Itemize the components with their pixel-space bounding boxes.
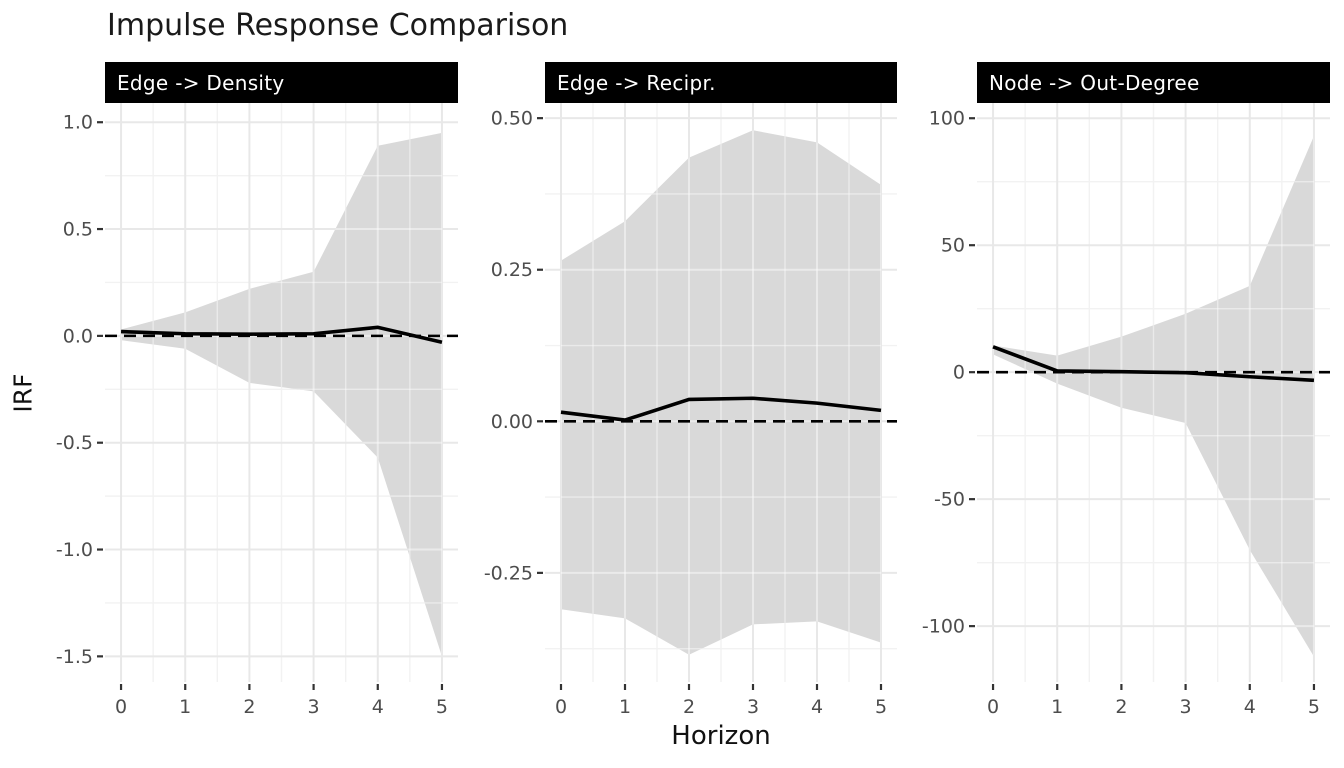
confidence-ribbon	[993, 136, 1314, 657]
chart-title: Impulse Response Comparison	[107, 8, 569, 43]
facet-strip-edge-recipr: Edge -> Recipr.	[545, 62, 897, 103]
y-tick-label: 50	[941, 235, 965, 257]
x-axis-title: Horizon	[671, 721, 771, 751]
facet-strip-label: Node -> Out-Degree	[989, 70, 1200, 95]
y-tick-label: 0.25	[491, 259, 533, 281]
y-tick-label: -0.5	[56, 432, 93, 454]
x-tick-label: 3	[747, 696, 759, 718]
x-tick-label: 5	[1308, 696, 1320, 718]
facet-strip-edge-density: Edge -> Density	[105, 62, 458, 103]
x-tick-label: 5	[436, 696, 448, 718]
facet-strip-node-outdegree: Node -> Out-Degree	[977, 62, 1330, 103]
facet-panel-1: 0.50 0.25 0.00 -0.25 0 1 2 3 4 5	[484, 103, 897, 718]
facet-strip-label: Edge -> Recipr.	[557, 70, 716, 95]
x-tick-label: 1	[1051, 696, 1063, 718]
x-tick-label: 3	[308, 696, 320, 718]
x-tick-label: 0	[555, 696, 567, 718]
confidence-ribbon	[561, 130, 881, 655]
y-tick-label: 0	[953, 362, 965, 384]
x-tick-label: 2	[243, 696, 255, 718]
x-tick-label: 2	[1115, 696, 1127, 718]
facet-panel-0: 1.0 0.5 0.0 -0.5 -1.0 -1.5 0 1 2 3 4 5	[56, 103, 458, 718]
y-tick-label: -100	[922, 616, 965, 638]
x-tick-label: 1	[179, 696, 191, 718]
y-tick-label: 0.0	[63, 325, 93, 347]
x-tick-label: 0	[987, 696, 999, 718]
facet-strip-label: Edge -> Density	[117, 70, 285, 95]
irf-line	[120, 325, 443, 345]
x-tick-label: 2	[683, 696, 695, 718]
y-tick-label: -1.5	[56, 646, 93, 668]
irf-line	[560, 396, 882, 422]
x-tick-label: 4	[811, 696, 823, 718]
x-tick-label: 5	[875, 696, 887, 718]
y-tick-label: -1.0	[56, 539, 93, 561]
y-tick-label: -50	[934, 489, 965, 511]
irf-line	[992, 345, 1315, 383]
x-tick-label: 4	[1244, 696, 1256, 718]
y-tick-label: 100	[929, 108, 965, 130]
x-tick-label: 1	[619, 696, 631, 718]
y-tick-label: 0.50	[491, 108, 533, 130]
x-tick-label: 4	[372, 696, 384, 718]
x-tick-label: 3	[1180, 696, 1192, 718]
confidence-ribbon	[121, 132, 442, 657]
facet-panel-2: 100 50 0 -50 -100 0 1 2 3 4 5	[922, 103, 1330, 718]
y-tick-label: -0.25	[484, 562, 533, 584]
y-tick-label: 1.0	[63, 112, 93, 134]
y-tick-label: 0.00	[491, 411, 533, 433]
x-tick-label: 0	[115, 696, 127, 718]
y-tick-label: 0.5	[63, 219, 93, 241]
